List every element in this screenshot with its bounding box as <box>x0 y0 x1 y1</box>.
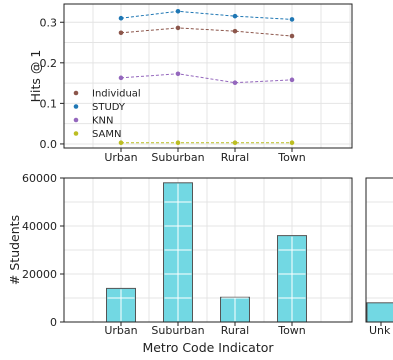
students-x-axis-label: Metro Code Indicator <box>142 340 274 355</box>
series-point-study <box>232 13 238 19</box>
series-point-knn <box>232 80 238 85</box>
unknown-x-ticks: Unk <box>369 322 391 337</box>
students-x-tick-label: Town <box>277 324 306 337</box>
hits-x-tick-label: Rural <box>221 151 249 164</box>
hits-y-axis-label: Hits @ 1 <box>28 50 43 103</box>
series-point-individual <box>118 30 124 36</box>
students-x-tick-label: Rural <box>221 324 249 337</box>
hits-x-tick-label: Suburban <box>151 151 204 164</box>
hits-legend: Individual STUDY KNN SAMN <box>73 89 141 140</box>
students-x-tick-label: Suburban <box>151 324 204 337</box>
series-line-individual <box>120 27 293 37</box>
unknown-chart: Unk <box>365 177 393 337</box>
students-bars <box>106 182 307 323</box>
series-point-samn <box>289 140 295 146</box>
series-point-samn <box>232 140 238 146</box>
students-x-tick-label: Urban <box>104 324 137 337</box>
students-y-tick-label: 60000 <box>22 172 57 185</box>
students-axes-frame <box>63 177 353 323</box>
legend-marker-study <box>73 104 79 109</box>
unknown-bars <box>366 302 393 323</box>
unknown-grid <box>366 177 393 323</box>
hits-y-ticks: 0.0 0.1 0.2 0.3 <box>40 16 64 151</box>
hits-grid <box>63 4 352 148</box>
series-point-knn <box>175 71 181 77</box>
students-x-ticks: Urban Suburban Rural Town <box>104 322 306 337</box>
hits-x-ticks: Urban Suburban Rural Town <box>104 148 306 164</box>
bar-unk <box>366 302 393 323</box>
legend-marker-knn <box>73 117 79 123</box>
unknown-x-tick-label: Unk <box>369 324 391 337</box>
hits-chart: 0.0 0.1 0.2 0.3 Urban Suburban Rural Town Hits… <box>28 3 353 164</box>
legend-marker-samn <box>73 131 79 136</box>
series-point-study <box>289 17 295 22</box>
series-point-study <box>175 9 181 14</box>
students-y-tick-label: 0 <box>50 316 57 329</box>
hits-x-tick-label: Town <box>277 151 306 164</box>
legend-label-individual: Individual <box>92 89 141 100</box>
students-y-ticks: 0 20000 40000 60000 <box>22 172 64 329</box>
series-point-study <box>118 15 124 21</box>
hits-y-tick-label: 0.3 <box>40 16 58 29</box>
hits-y-tick-label: 0.2 <box>40 57 58 70</box>
students-y-axis-label: # Students <box>7 215 22 285</box>
hits-x-tick-label: Urban <box>104 151 137 164</box>
series-point-individual <box>175 25 181 31</box>
series-line-study <box>120 10 293 20</box>
series-point-individual <box>289 33 295 39</box>
students-y-tick-label: 40000 <box>22 220 57 233</box>
legend-label-study: STUDY <box>92 102 126 113</box>
series-point-individual <box>232 28 238 34</box>
series-point-knn <box>289 77 295 83</box>
series-point-samn <box>118 140 124 146</box>
series-point-knn <box>118 75 124 81</box>
legend-marker-individual <box>73 90 79 96</box>
series-line-knn <box>120 73 293 84</box>
hits-y-tick-label: 0.0 <box>40 138 58 151</box>
legend-label-knn: KNN <box>92 116 114 127</box>
hits-series <box>118 9 295 146</box>
hits-axes-frame <box>63 3 353 149</box>
hits-y-tick-label: 0.1 <box>40 97 58 110</box>
students-y-tick-label: 20000 <box>22 268 57 281</box>
legend-label-samn: SAMN <box>92 129 121 140</box>
series-point-samn <box>175 140 181 146</box>
